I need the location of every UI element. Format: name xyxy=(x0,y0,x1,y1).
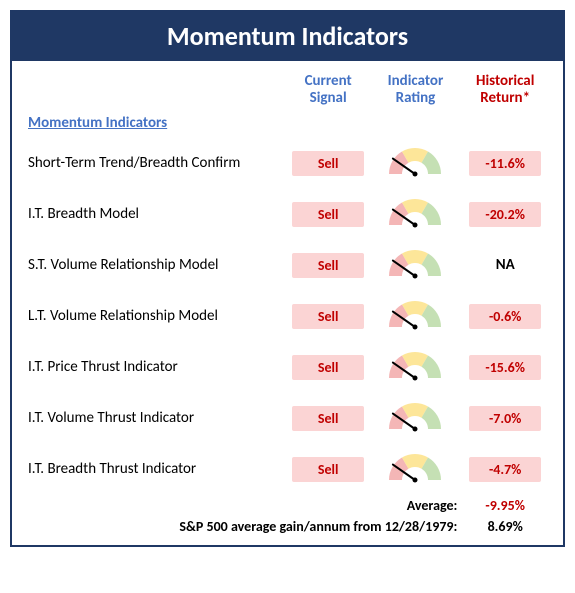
indicator-name: Short-Term Trend/Breadth Confirm xyxy=(26,138,287,189)
return-chip: -0.6% xyxy=(469,304,541,329)
indicator-name: I.T. Breadth Model xyxy=(26,189,287,240)
return-chip: -7.0% xyxy=(469,406,541,431)
signal-chip: Sell xyxy=(292,151,364,176)
return-value: NA xyxy=(477,256,533,274)
indicators-table: CurrentSignal IndicatorRating Historical… xyxy=(26,71,549,537)
gauge-icon xyxy=(384,195,446,234)
table-row: L.T. Volume Relationship ModelSell -0.6% xyxy=(26,291,549,342)
gauge-icon xyxy=(384,348,446,387)
rating-cell xyxy=(370,138,462,189)
gauge-icon xyxy=(384,246,446,285)
signal-cell: Sell xyxy=(287,342,370,393)
indicator-name: I.T. Volume Thrust Indicator xyxy=(26,393,287,444)
gauge-icon xyxy=(384,399,446,438)
return-cell: -15.6% xyxy=(461,342,549,393)
signal-chip: Sell xyxy=(292,355,364,380)
rating-cell xyxy=(370,291,462,342)
gauge-icon xyxy=(384,297,446,336)
table-row: I.T. Volume Thrust IndicatorSell -7.0% xyxy=(26,393,549,444)
return-chip: -15.6% xyxy=(469,355,541,380)
gauge-icon xyxy=(384,450,446,489)
signal-cell: Sell xyxy=(287,240,370,291)
table-row: Short-Term Trend/Breadth ConfirmSell -11.… xyxy=(26,138,549,189)
signal-cell: Sell xyxy=(287,138,370,189)
signal-chip: Sell xyxy=(292,304,364,329)
return-cell: -7.0% xyxy=(461,393,549,444)
return-chip: -11.6% xyxy=(469,151,541,176)
rating-cell xyxy=(370,444,462,495)
signal-chip: Sell xyxy=(292,253,364,278)
average-label: Average: xyxy=(26,495,461,516)
indicator-name: I.T. Breadth Thrust Indicator xyxy=(26,444,287,495)
rating-cell xyxy=(370,393,462,444)
gauge-icon xyxy=(384,144,446,183)
panel-title: Momentum Indicators xyxy=(12,12,563,61)
col-header-signal: CurrentSignal xyxy=(287,71,370,114)
signal-chip: Sell xyxy=(292,202,364,227)
col-header-rating: IndicatorRating xyxy=(370,71,462,114)
sp500-value: 8.69% xyxy=(461,516,549,537)
signal-chip: Sell xyxy=(292,406,364,431)
signal-cell: Sell xyxy=(287,393,370,444)
signal-cell: Sell xyxy=(287,444,370,495)
indicator-name: L.T. Volume Relationship Model xyxy=(26,291,287,342)
signal-cell: Sell xyxy=(287,291,370,342)
return-cell: -11.6% xyxy=(461,138,549,189)
return-cell: -20.2% xyxy=(461,189,549,240)
signal-chip: Sell xyxy=(292,457,364,482)
rating-cell xyxy=(370,189,462,240)
section-heading: Momentum Indicators xyxy=(26,114,549,138)
return-chip: -4.7% xyxy=(469,457,541,482)
table-row: I.T. Price Thrust IndicatorSell -15.6% xyxy=(26,342,549,393)
panel-content: CurrentSignal IndicatorRating Historical… xyxy=(12,61,563,545)
signal-cell: Sell xyxy=(287,189,370,240)
sp500-label: S&P 500 average gain/annum from 12/28/19… xyxy=(26,516,461,537)
return-chip: -20.2% xyxy=(469,202,541,227)
rating-cell xyxy=(370,240,462,291)
indicator-name: I.T. Price Thrust Indicator xyxy=(26,342,287,393)
momentum-panel: Momentum Indicators CurrentSignal Indica… xyxy=(10,10,565,547)
table-row: I.T. Breadth Thrust IndicatorSell -4.7% xyxy=(26,444,549,495)
table-row: S.T. Volume Relationship ModelSell NA xyxy=(26,240,549,291)
col-header-return: HistoricalReturn* xyxy=(461,71,549,114)
average-value: -9.95% xyxy=(461,495,549,516)
rating-cell xyxy=(370,342,462,393)
return-cell: NA xyxy=(461,240,549,291)
return-cell: -0.6% xyxy=(461,291,549,342)
indicator-name: S.T. Volume Relationship Model xyxy=(26,240,287,291)
table-row: I.T. Breadth ModelSell -20.2% xyxy=(26,189,549,240)
return-cell: -4.7% xyxy=(461,444,549,495)
